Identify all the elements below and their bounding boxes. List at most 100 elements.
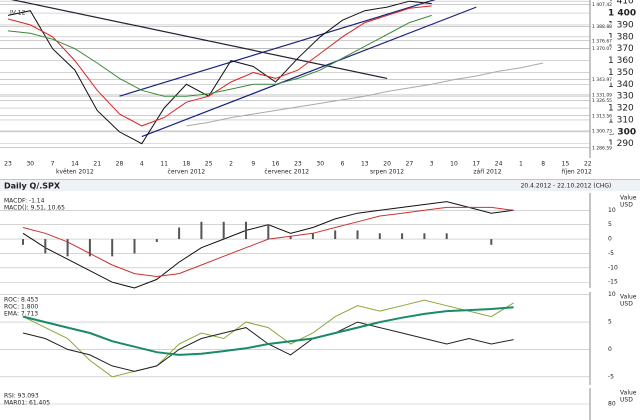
x-tick-label: 23: [294, 161, 302, 168]
level-tag: [591, 91, 613, 98]
x-tick-label: 3: [430, 161, 434, 168]
series-line: [22, 206, 514, 278]
x-tick-label: 10: [450, 161, 458, 168]
trendline: [141, 6, 477, 138]
trendline: [119, 0, 436, 97]
histogram-bar: [22, 239, 24, 245]
level-label: 1 343.97: [592, 77, 612, 83]
y-tick-label: 0: [608, 346, 612, 353]
level-label: 1 326.55: [592, 98, 612, 104]
x-tick-label: 6: [341, 161, 345, 168]
level-label: 1 300.73: [592, 128, 612, 134]
histogram-bar: [222, 221, 225, 240]
y-tick-label: -5: [608, 250, 614, 257]
panel-header: [0, 180, 640, 191]
x-tick-label: 22: [584, 161, 592, 168]
histogram-bar: [200, 221, 203, 240]
histogram-bar: [267, 224, 270, 240]
series-line: [7, 5, 432, 127]
level-tag: [591, 127, 613, 134]
level-label: 1 407.42: [592, 2, 612, 8]
axis-label: Value: [620, 294, 637, 301]
histogram-bar: [133, 239, 136, 254]
x-tick-label: 9: [251, 161, 255, 168]
x-tick-label: 23: [4, 161, 12, 168]
x-tick-label: 13: [361, 161, 369, 168]
x-tick-label: 30: [26, 161, 34, 168]
histogram-bar: [155, 239, 158, 242]
y-tick-label: -5: [608, 373, 614, 380]
x-tick-label: 17: [472, 161, 480, 168]
legend-entry: MACD(): 9.51, 10.65: [4, 205, 65, 212]
y-tick-label: -15: [608, 279, 618, 286]
month-label: září 2012: [473, 169, 501, 176]
x-tick-label: 4: [140, 161, 144, 168]
level-label: 1 286.59: [592, 145, 612, 151]
y-tick-label: 1 340: [608, 80, 634, 90]
y-tick-label: 10: [608, 207, 616, 214]
y-tick-label: 1 380: [608, 32, 634, 42]
y-tick-label: 1 400: [608, 9, 636, 19]
histogram-bar: [334, 230, 337, 240]
x-tick-label: 28: [116, 161, 124, 168]
series-line: [7, 0, 432, 145]
x-tick-label: 8: [541, 161, 545, 168]
legend-entry: EMA: 7.713: [4, 311, 38, 318]
histogram-bar: [423, 233, 426, 240]
x-tick-label: 16: [272, 161, 280, 168]
y-tick-label: 1 320: [608, 104, 634, 114]
x-tick-label: 14: [71, 161, 79, 168]
x-tick-label: 7: [51, 161, 55, 168]
level-label: 1 376.67: [592, 38, 612, 44]
axis-label: USD: [620, 301, 633, 308]
level-label: 1 331.09: [592, 92, 612, 98]
legend-entry: RSI: 93.093: [4, 393, 39, 400]
month-label: květen 2012: [56, 169, 94, 176]
level-tag: [591, 23, 613, 30]
y-tick-label: 5: [608, 221, 612, 228]
histogram-bar: [311, 233, 314, 240]
level-tag: [591, 144, 613, 151]
histogram-bar: [66, 239, 69, 257]
x-tick-label: 15: [562, 161, 570, 168]
axis-label: Value: [620, 195, 637, 202]
y-tick-label: 1 290: [608, 139, 634, 149]
trendline: [10, 0, 388, 79]
level-tag: [591, 112, 613, 119]
legend-entry: ROC: 8.453: [4, 297, 38, 304]
level-label: 1 388.88: [592, 24, 612, 30]
series-line: [7, 14, 432, 97]
histogram-bar: [378, 233, 381, 240]
x-tick-label: 20: [383, 161, 391, 168]
histogram-bar: [245, 221, 247, 240]
x-tick-label: 2: [229, 161, 233, 168]
histogram-bar: [289, 236, 292, 240]
x-tick-label: 27: [406, 161, 414, 168]
histogram-bar: [401, 233, 404, 240]
y-tick-label: 80: [608, 401, 616, 408]
histogram-bar: [88, 239, 91, 257]
panel-subtitle: 20.4.2012 - 22.10.2012 (CHG): [521, 183, 612, 190]
series-line: [22, 306, 514, 356]
month-label: červen 2012: [168, 169, 206, 176]
histogram-bar: [111, 239, 114, 257]
y-tick-label: 1 310: [608, 115, 634, 125]
legend-entry: MAR01: 61.405: [4, 400, 50, 407]
level-label: 1 370.07: [592, 46, 612, 52]
y-tick-label: 1 390: [608, 20, 634, 30]
histogram-bar: [44, 239, 47, 254]
y-tick-label: 1 360: [608, 56, 634, 66]
level-tag: [591, 37, 613, 44]
level-tag: [591, 97, 613, 104]
y-tick-label: 1 370: [608, 44, 634, 54]
y-tick-label: 1 350: [608, 68, 634, 78]
level-tag: [591, 76, 613, 83]
month-label: červenec 2012: [264, 169, 309, 176]
y-tick-label: 1 300: [608, 127, 636, 137]
month-label: říjen 2012: [561, 169, 592, 176]
level-tag: [591, 1, 613, 8]
x-tick-label: 18: [183, 161, 191, 168]
histogram-bar: [178, 227, 181, 240]
